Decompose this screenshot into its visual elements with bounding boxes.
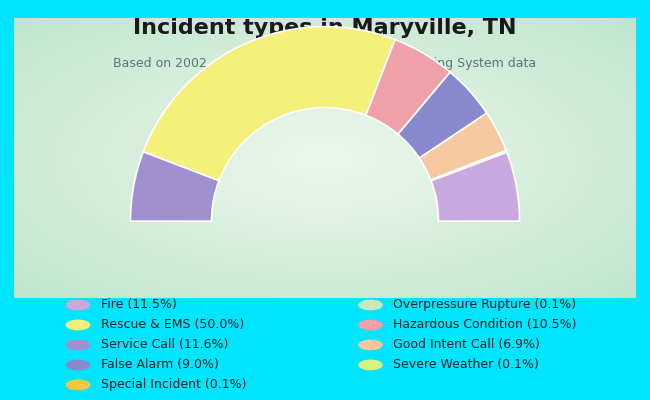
Wedge shape <box>131 152 219 221</box>
Text: False Alarm (9.0%): False Alarm (9.0%) <box>101 358 218 371</box>
Text: Fire (11.5%): Fire (11.5%) <box>101 298 177 312</box>
Text: Severe Weather (0.1%): Severe Weather (0.1%) <box>393 358 539 371</box>
Wedge shape <box>431 151 507 181</box>
Wedge shape <box>431 152 519 221</box>
Wedge shape <box>431 152 507 181</box>
Ellipse shape <box>358 320 383 330</box>
Wedge shape <box>366 40 450 134</box>
Ellipse shape <box>358 300 383 310</box>
Text: Service Call (11.6%): Service Call (11.6%) <box>101 338 228 352</box>
Ellipse shape <box>66 320 90 330</box>
Text: Incident types in Maryville, TN: Incident types in Maryville, TN <box>133 18 517 38</box>
Ellipse shape <box>66 340 90 350</box>
Text: Overpressure Rupture (0.1%): Overpressure Rupture (0.1%) <box>393 298 577 312</box>
Ellipse shape <box>66 300 90 310</box>
Wedge shape <box>143 26 395 181</box>
Wedge shape <box>431 150 506 180</box>
Text: Hazardous Condition (10.5%): Hazardous Condition (10.5%) <box>393 318 577 332</box>
Wedge shape <box>398 72 487 158</box>
Wedge shape <box>419 113 506 180</box>
Text: Based on 2002 - 2018 National Fire Incident Reporting System data: Based on 2002 - 2018 National Fire Incid… <box>114 57 536 70</box>
Ellipse shape <box>66 360 90 370</box>
Text: Good Intent Call (6.9%): Good Intent Call (6.9%) <box>393 338 540 352</box>
Ellipse shape <box>358 360 383 370</box>
Text: Rescue & EMS (50.0%): Rescue & EMS (50.0%) <box>101 318 244 332</box>
Ellipse shape <box>66 380 90 390</box>
Text: Special Incident (0.1%): Special Incident (0.1%) <box>101 378 246 391</box>
Ellipse shape <box>358 340 383 350</box>
